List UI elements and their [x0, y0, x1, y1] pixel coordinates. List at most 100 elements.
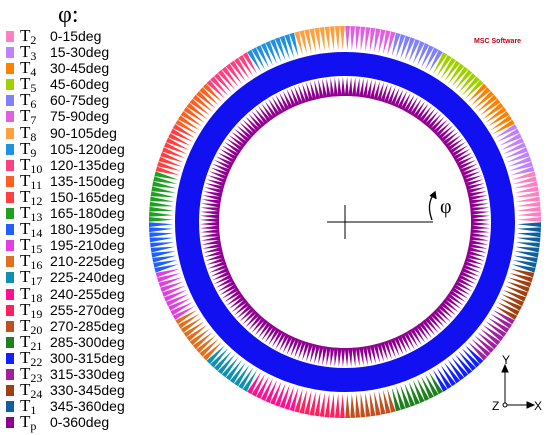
pressure-arrow — [424, 317, 439, 333]
pressure-arrow — [383, 340, 392, 360]
pressure-arrow — [204, 187, 224, 194]
pressure-arrow — [282, 91, 293, 109]
traction-arrow — [355, 393, 361, 418]
pressure-arrow — [234, 128, 250, 143]
pressure-arrow — [228, 135, 246, 149]
traction-arrow — [440, 365, 456, 387]
traction-arrow — [199, 338, 219, 357]
traction-arrow — [172, 124, 195, 138]
traction-arrow — [517, 222, 541, 227]
legend-item-subscript: 20 — [30, 322, 43, 337]
pressure-arrow — [314, 80, 321, 100]
pressure-arrow — [446, 138, 464, 151]
traction-arrow — [391, 387, 401, 412]
pressure-arrow — [251, 111, 266, 127]
traction-arrow — [447, 63, 465, 85]
pressure-arrow — [409, 98, 422, 117]
pressure-arrow — [397, 335, 408, 353]
pressure-arrow — [314, 344, 321, 364]
pressure-arrow — [286, 89, 297, 108]
traction-arrow — [391, 32, 401, 57]
traction-arrow — [164, 289, 187, 302]
pressure-arrow — [271, 329, 284, 348]
traction-arrow — [455, 354, 473, 375]
traction-arrow — [516, 227, 541, 233]
traction-arrow — [314, 27, 321, 52]
pressure-arrow — [290, 87, 300, 106]
traction-arrow — [155, 268, 180, 278]
legend-item: Tp 0-360deg — [6, 413, 166, 433]
pressure-arrow — [468, 243, 488, 249]
traction-arrow — [374, 28, 381, 53]
axis-label-y: Y — [502, 353, 510, 367]
traction-arrow — [265, 41, 278, 64]
pressure-arrow — [418, 321, 432, 339]
pressure-arrow — [228, 295, 246, 309]
traction-arrow — [436, 367, 452, 389]
traction-arrow — [324, 393, 330, 418]
pressure-arrow — [450, 286, 469, 299]
traction-arrow — [202, 83, 222, 102]
legend-item-subscript: 17 — [30, 274, 43, 289]
pressure-arrow — [432, 309, 448, 325]
traction-arrow — [183, 321, 205, 338]
pressure-arrow — [383, 84, 392, 104]
traction-arrow — [504, 285, 528, 297]
traction-arrow — [507, 156, 532, 167]
pressure-arrow — [464, 179, 484, 187]
pressure-arrow — [369, 80, 376, 100]
legend-swatch — [6, 63, 14, 75]
traction-arrow — [279, 35, 290, 60]
traction-arrow — [150, 246, 175, 253]
legend-swatch — [6, 127, 14, 139]
legend-item: T20 270-285deg — [6, 316, 166, 337]
legend-item-range: 30-45deg — [50, 60, 110, 77]
pressure-arrow — [264, 101, 277, 119]
pressure-arrow — [344, 77, 349, 96]
legend-item-range: 240-255deg — [50, 285, 125, 302]
pressure-arrow — [254, 108, 269, 125]
legend-swatch — [6, 79, 14, 91]
legend-item: T5 45-60deg — [6, 75, 166, 95]
pressure-arrow — [286, 336, 297, 355]
pressure-arrow — [348, 347, 353, 367]
pressure-arrow — [448, 141, 466, 154]
pressure-arrow — [282, 335, 293, 353]
pressure-arrow — [215, 156, 234, 167]
legend-item-name: T11 — [20, 170, 42, 192]
traction-arrow — [495, 306, 518, 320]
traction-arrow — [360, 393, 366, 418]
traction-arrow — [490, 313, 512, 329]
traction-arrow — [421, 45, 434, 68]
traction-arrow — [412, 380, 425, 403]
traction-arrow — [157, 273, 181, 283]
traction-arrow — [471, 338, 491, 357]
pressure-arrow — [210, 267, 229, 277]
traction-arrow — [511, 264, 536, 273]
legend-item-name: T7 — [20, 106, 37, 128]
traction-arrow — [340, 394, 345, 418]
pressure-arrow — [330, 77, 335, 97]
traction-arrow — [242, 369, 258, 392]
traction-arrow — [516, 211, 541, 217]
pressure-arrow — [268, 98, 281, 117]
pressure-arrow — [466, 187, 486, 194]
traction-arrow — [217, 354, 235, 375]
traction-arrow — [324, 26, 330, 51]
traction-arrow — [151, 251, 176, 258]
legend-item-name: T16 — [20, 251, 43, 273]
pressure-arrow — [200, 218, 219, 223]
pressure-arrow — [212, 163, 231, 174]
pressure-arrow — [298, 340, 307, 360]
pressure-arrow — [206, 257, 226, 265]
traction-arrow — [513, 255, 538, 263]
traction-arrow — [329, 393, 335, 418]
traction-arrow — [186, 102, 208, 120]
pressure-arrow — [200, 225, 220, 230]
traction-arrow — [202, 342, 222, 361]
traction-arrow — [251, 374, 265, 397]
traction-arrow — [515, 242, 540, 248]
legend-swatch — [6, 288, 14, 300]
traction-arrow — [168, 133, 191, 146]
